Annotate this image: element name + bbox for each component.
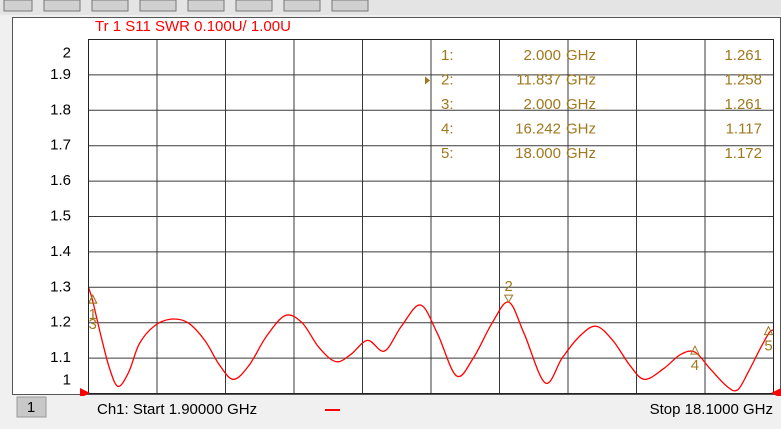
chart-panel bbox=[12, 17, 781, 395]
toolbar-button[interactable] bbox=[235, 0, 273, 12]
marker-triangle bbox=[763, 325, 774, 336]
channel-box[interactable] bbox=[16, 396, 47, 418]
marker-value: 1.172 bbox=[724, 145, 762, 162]
status-bar bbox=[0, 396, 781, 429]
y-tick-label: 1.5 bbox=[50, 207, 71, 224]
marker-trace-label: 5 bbox=[764, 338, 772, 355]
y-tick-label: 1 bbox=[63, 371, 71, 388]
y-tick-label: 1.3 bbox=[50, 278, 71, 295]
marker-value: 1.261 bbox=[724, 47, 762, 64]
marker-triangle bbox=[690, 344, 700, 355]
toolbar-button[interactable] bbox=[331, 0, 369, 12]
toolbar-button[interactable] bbox=[43, 0, 81, 12]
marker-name: 3: bbox=[441, 96, 454, 113]
marker-unit: GHz bbox=[566, 47, 596, 64]
marker-frequency: 16.242 bbox=[515, 120, 561, 137]
marker-name: 5: bbox=[441, 145, 454, 162]
marker-trace-label: 3 bbox=[89, 316, 97, 333]
toolbar-button[interactable] bbox=[91, 0, 129, 12]
y-tick-label: 1.1 bbox=[50, 349, 71, 366]
marker-name: 1: bbox=[441, 47, 454, 64]
marker-trace-label: 2 bbox=[505, 278, 513, 295]
y-tick-label: 1.9 bbox=[50, 66, 71, 83]
marker-unit: GHz bbox=[566, 71, 596, 88]
start-label: Ch1: Start 1.90000 GHz bbox=[97, 401, 257, 418]
marker-unit: GHz bbox=[566, 120, 596, 137]
toolbar-button[interactable] bbox=[283, 0, 321, 12]
marker-frequency: 18.000 bbox=[515, 145, 561, 162]
y-tick-label: 2 bbox=[63, 44, 71, 61]
reference-arrow-right bbox=[771, 388, 781, 398]
active-marker-indicator bbox=[425, 76, 430, 85]
marker-trace-label: 4 bbox=[691, 357, 699, 374]
trace-line bbox=[87, 287, 774, 392]
marker-triangle bbox=[87, 293, 98, 304]
marker-value: 1.117 bbox=[726, 120, 762, 137]
y-tick-label: 1.2 bbox=[50, 314, 71, 331]
marker-layer: 1 2 3 4 5 bbox=[87, 278, 774, 374]
marker-frequency: 2.000 bbox=[523, 47, 561, 64]
trace-title: Tr 1 S11 SWR 0.100U/ 1.00U bbox=[95, 18, 291, 35]
marker-name: 4: bbox=[441, 120, 454, 137]
toolbar-button[interactable] bbox=[139, 0, 177, 12]
marker-unit: GHz bbox=[566, 145, 596, 162]
toolbar-button[interactable] bbox=[187, 0, 225, 12]
stop-label: Stop 18.1000 GHz bbox=[650, 401, 773, 418]
marker-value: 1.258 bbox=[724, 71, 762, 88]
y-tick-label: 1.6 bbox=[50, 172, 71, 189]
marker-frequency: 2.000 bbox=[523, 96, 561, 113]
y-tick-label: 1.8 bbox=[50, 101, 71, 118]
marker-trace-label: 1 bbox=[89, 306, 97, 323]
marker-frequency: 11.837 bbox=[516, 71, 561, 88]
trace-layer bbox=[87, 287, 774, 392]
marker-name: 2: bbox=[441, 71, 454, 88]
reference-arrow-left bbox=[80, 388, 90, 398]
plot-frame bbox=[88, 39, 774, 394]
marker-value: 1.261 bbox=[724, 96, 762, 113]
toolbar-button[interactable] bbox=[3, 0, 33, 12]
y-tick-label: 1.4 bbox=[50, 243, 71, 260]
y-tick-label: 1.7 bbox=[50, 137, 71, 154]
marker-unit: GHz bbox=[566, 96, 596, 113]
marker-triangle bbox=[503, 294, 514, 304]
channel-number: 1 bbox=[27, 399, 35, 416]
